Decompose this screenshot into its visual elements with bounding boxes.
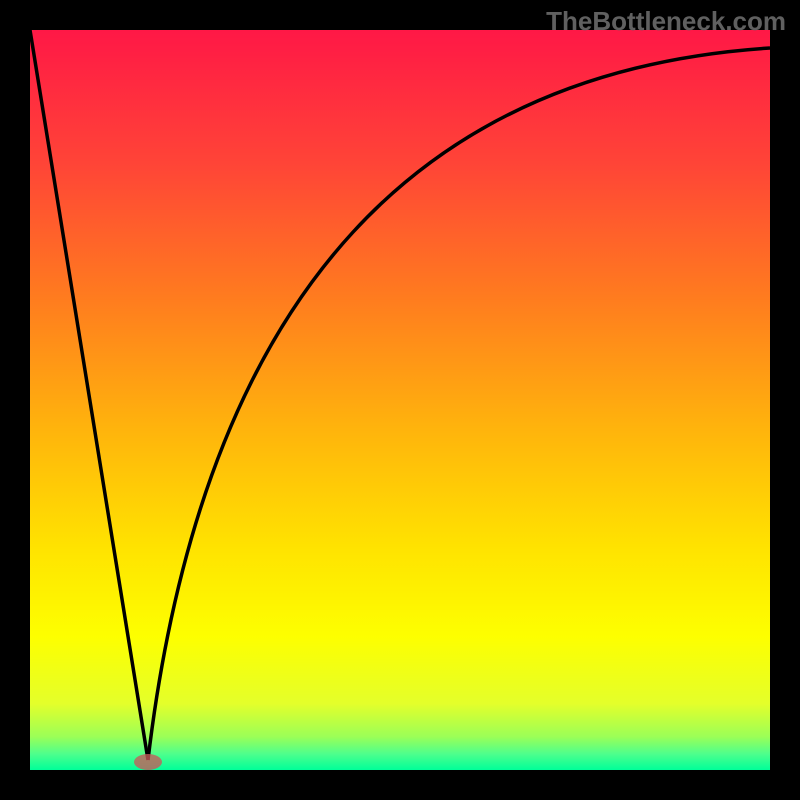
gradient-plot-area xyxy=(30,30,770,770)
minimum-marker xyxy=(134,754,162,770)
bottleneck-chart-svg xyxy=(0,0,800,800)
chart-container: TheBottleneck.com xyxy=(0,0,800,800)
watermark-text: TheBottleneck.com xyxy=(546,6,786,37)
